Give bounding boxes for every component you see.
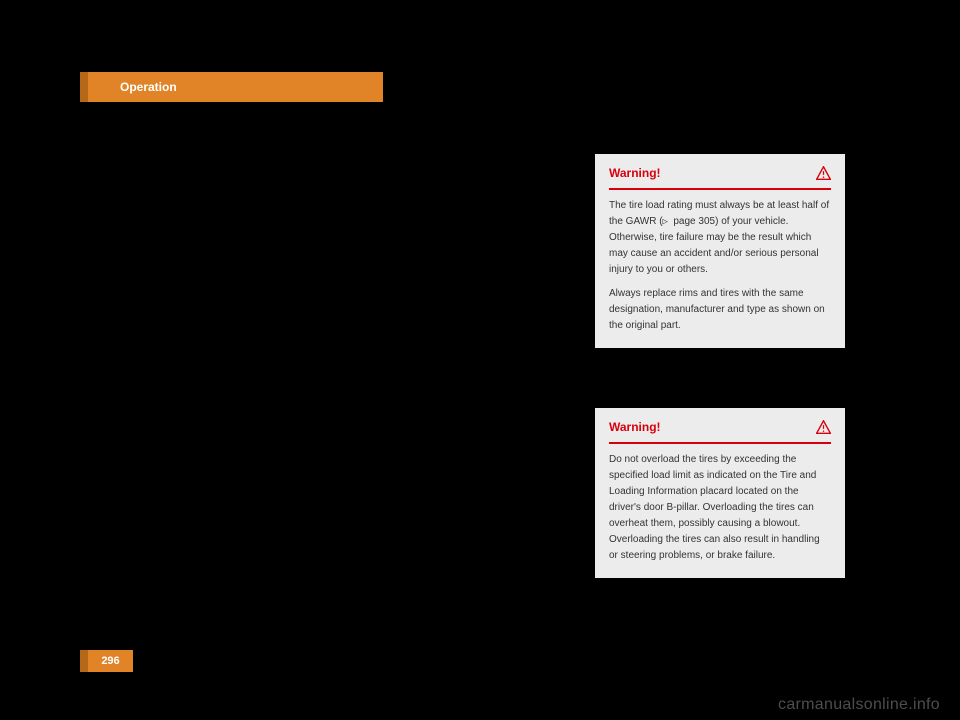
header-accent-stripe xyxy=(80,72,88,102)
warning-header: Warning! xyxy=(595,154,845,188)
warning-box-2: Warning! Do not overload the tires by ex… xyxy=(595,408,845,578)
warning-paragraph: The tire load rating must always be at l… xyxy=(609,198,831,278)
warning-triangle-icon xyxy=(816,166,831,180)
warning-body: Do not overload the tires by exceeding t… xyxy=(595,452,845,578)
warning-title: Warning! xyxy=(609,420,661,434)
warning-title: Warning! xyxy=(609,166,661,180)
warning-paragraph: Do not overload the tires by exceeding t… xyxy=(609,452,831,564)
warning-divider xyxy=(609,188,831,190)
warning-header: Warning! xyxy=(595,408,845,442)
warning-divider xyxy=(609,442,831,444)
page-number-bar: 296 xyxy=(88,650,133,672)
page-ref-icon: ▷ xyxy=(663,217,674,227)
warning-paragraph: Always replace rims and tires with the s… xyxy=(609,286,831,334)
warning-box-1: Warning! The tire load rating must alway… xyxy=(595,154,845,348)
section-title: Operation xyxy=(120,80,177,94)
section-header-bar: Operation xyxy=(88,72,383,102)
warning-body: The tire load rating must always be at l… xyxy=(595,198,845,348)
watermark-text: carmanualsonline.info xyxy=(778,696,940,714)
page-number: 296 xyxy=(101,655,119,667)
page-number-stripe xyxy=(80,650,88,672)
warning-page-ref: page 305 xyxy=(673,216,715,227)
warning-triangle-icon xyxy=(816,420,831,434)
